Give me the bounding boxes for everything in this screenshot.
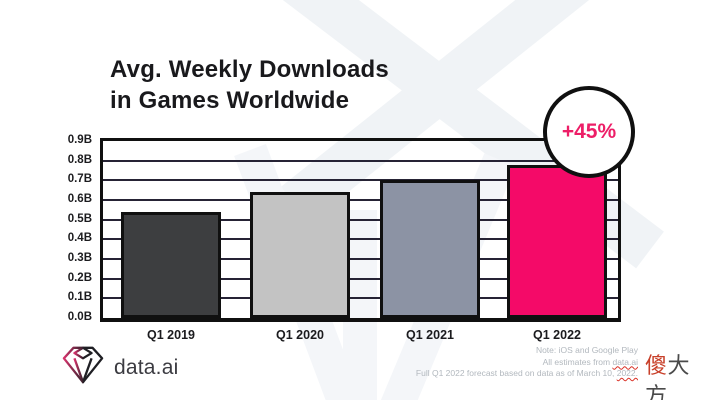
bar-q1-2019 xyxy=(121,211,221,318)
chart-title-line2: in Games Worldwide xyxy=(110,87,350,114)
y-tick-label: 0.9B xyxy=(67,134,92,146)
footnote-line2: All estimates from data.ai xyxy=(542,356,638,367)
footnote-dataai-marked: data.ai xyxy=(612,356,638,367)
footnote: Note: iOS and Google Play All estimates … xyxy=(380,345,638,380)
bar-q1-2020 xyxy=(250,192,350,318)
x-tick-label: Q1 2019 xyxy=(147,328,195,342)
y-tick-label: 0.6B xyxy=(67,193,92,205)
gridline xyxy=(103,179,618,182)
gridline xyxy=(103,238,618,241)
footnote-date-marked: 2022. xyxy=(616,368,638,378)
y-tick-label: 0.1B xyxy=(67,291,92,304)
footnote-line3: Full Q1 2022 forecast based on data as o… xyxy=(415,368,638,378)
footnote-line1: Note: iOS and Google Play xyxy=(535,345,638,355)
site-watermark-text: 傻大方 xyxy=(645,354,691,400)
chart-title: Avg. Weekly Downloads in Games Worldwide xyxy=(110,54,389,116)
y-tick-label: 0.2B xyxy=(67,271,92,284)
gridline xyxy=(103,218,618,221)
bar-q1-2021 xyxy=(380,180,480,318)
chart-title-line1: Avg. Weekly Downloads xyxy=(110,56,389,83)
gridline xyxy=(103,159,618,162)
y-tick-label: 0.3B xyxy=(67,252,92,264)
dataai-logo-text: data.ai xyxy=(114,355,179,379)
y-tick-label: 0.5B xyxy=(67,212,92,225)
y-tick-label: 0.4B xyxy=(67,232,92,245)
growth-badge-label: +45% xyxy=(561,120,617,143)
x-tick-label: Q1 2020 xyxy=(276,328,324,342)
x-tick-label: Q1 2021 xyxy=(406,328,454,342)
plot-area xyxy=(100,138,621,322)
y-tick-label: 0.0B xyxy=(67,311,92,323)
x-tick-label: Q1 2022 xyxy=(533,328,581,342)
y-tick-label: 0.7B xyxy=(67,173,92,186)
plot-inner xyxy=(103,141,618,318)
gridline xyxy=(103,297,618,300)
bar-q1-2022 xyxy=(507,164,607,318)
gridline xyxy=(103,277,618,280)
dataai-logo: data.ai xyxy=(60,344,178,391)
growth-badge: +45% xyxy=(543,86,635,178)
y-tick-label: 0.8B xyxy=(67,153,92,166)
gridline xyxy=(103,258,618,260)
gem-icon xyxy=(60,344,106,391)
gridline xyxy=(103,199,618,201)
